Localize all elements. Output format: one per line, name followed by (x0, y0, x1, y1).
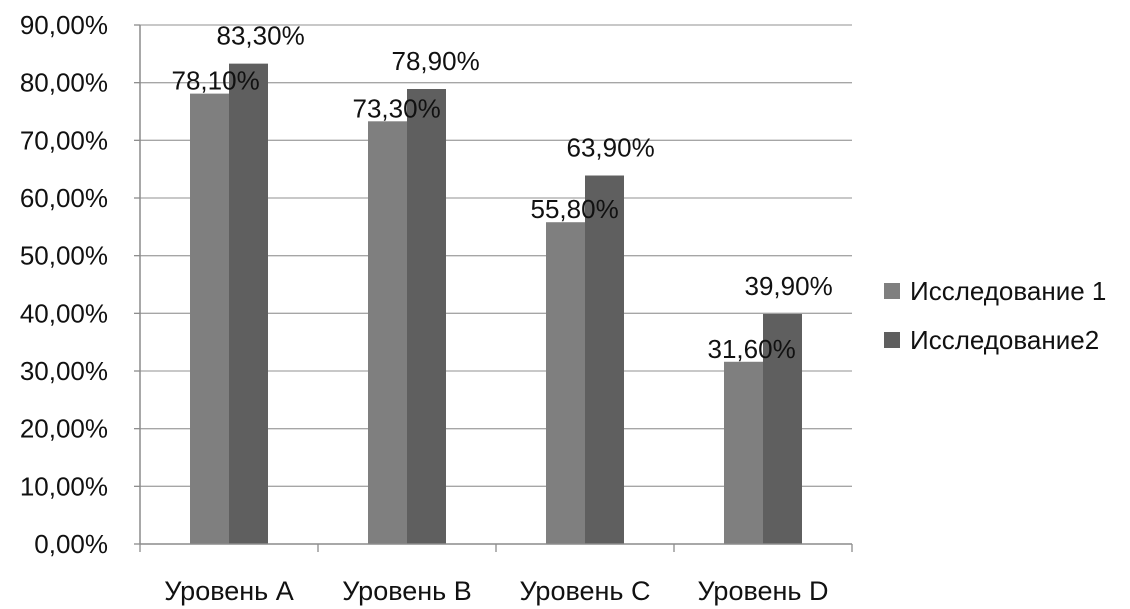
bar-series-1-1 (190, 93, 229, 544)
x-tick-label: Уровень D (697, 576, 828, 606)
y-tick-label: 80,00% (20, 68, 108, 98)
data-label: 55,80% (531, 194, 619, 224)
legend-swatch (884, 283, 900, 299)
bar-series-2-1 (229, 63, 268, 545)
bars (190, 63, 802, 545)
data-label: 39,90% (745, 271, 833, 301)
data-label: 78,10% (172, 66, 260, 96)
data-label: 73,30% (353, 93, 441, 123)
data-label: 78,90% (392, 46, 480, 76)
y-tick-label: 40,00% (20, 298, 108, 328)
bar-series-1-4 (724, 361, 763, 544)
bar-series-1-2 (368, 121, 407, 544)
legend-swatch (884, 332, 900, 348)
y-tick-label: 90,00% (20, 10, 108, 40)
y-tick-label: 0,00% (34, 529, 108, 559)
data-label: 83,30% (217, 21, 305, 51)
data-labels: 78,10% 83,30% 73,30% 78,90% 55,80% 63,90% 31,6… (172, 21, 833, 364)
y-tick-label: 20,00% (20, 414, 108, 444)
y-tick-label: 60,00% (20, 183, 108, 213)
y-tick-label: 70,00% (20, 125, 108, 155)
y-tick-label: 50,00% (20, 241, 108, 271)
y-tick-label: 10,00% (20, 471, 108, 501)
x-tick-label: Уровень A (164, 576, 294, 606)
x-tick-label: Уровень C (519, 576, 650, 606)
bar-series-2-2 (407, 89, 446, 544)
legend: Исследование 1 Исследование2 (884, 276, 1106, 355)
data-label: 31,60% (708, 334, 796, 364)
y-tick-label: 30,00% (20, 356, 108, 386)
x-tick-label: Уровень B (342, 576, 472, 606)
data-label: 63,90% (567, 133, 655, 163)
bar-series-2-4 (763, 313, 802, 544)
y-axis-ticks: 0,00% 10,00% 20,00% 30,00% 40,00% 50,00% 60,00… (20, 10, 140, 559)
bar-series-2-3 (585, 175, 624, 544)
x-axis-ticks: Уровень A Уровень B Уровень C Уровень D (139, 544, 853, 606)
legend-label: Исследование 1 (910, 276, 1106, 306)
legend-label: Исследование2 (910, 325, 1099, 355)
bar-series-1-3 (546, 222, 585, 544)
